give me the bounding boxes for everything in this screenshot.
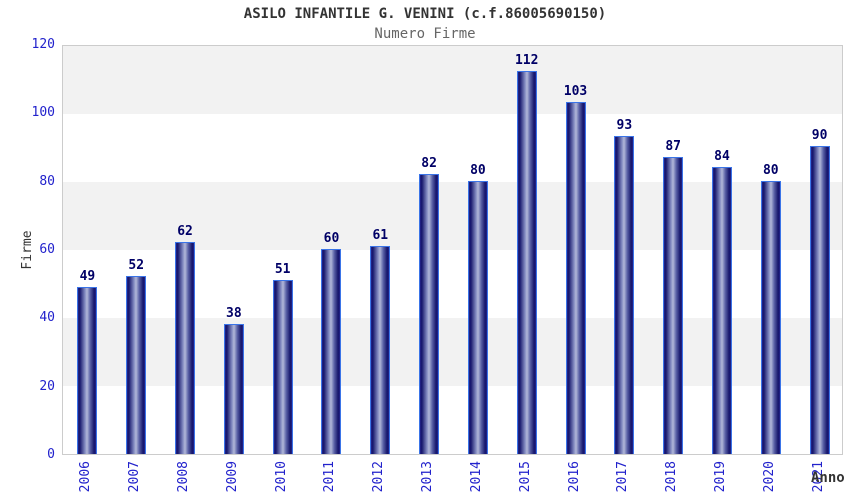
- bar-2007: [126, 276, 147, 454]
- y-tick-label: 120: [31, 37, 55, 52]
- y-tick-label: 80: [39, 173, 55, 189]
- bar-2017: [614, 136, 635, 454]
- x-tick-label: 2016: [566, 461, 582, 493]
- plot-area: 49 52 62 38 51 60 61 82 80 112 103 93 87 84 80 90: [62, 45, 843, 455]
- x-tick-label: 2018: [664, 461, 680, 493]
- bar-2013: [419, 174, 440, 454]
- bar-2011: [321, 249, 342, 454]
- x-tick-label: 2014: [468, 461, 484, 493]
- bar-2009: [223, 324, 244, 454]
- bar-value-label: 62: [177, 224, 193, 239]
- x-tick-label: 2017: [615, 461, 631, 493]
- bar-value-label: 93: [616, 118, 633, 133]
- bar-value-label: 87: [665, 139, 681, 154]
- bar-value-label: 103: [563, 84, 588, 99]
- y-tick-label: 60: [39, 242, 55, 257]
- x-tick-label: 2008: [176, 461, 192, 493]
- bar-value-label: 84: [714, 149, 730, 164]
- bar-2016: [565, 102, 586, 454]
- bar-2008: [175, 242, 196, 454]
- bar-value-label: 112: [514, 53, 539, 68]
- bar-2010: [272, 280, 293, 454]
- x-axis-title: Anno: [811, 470, 845, 486]
- bar-2020: [760, 181, 781, 454]
- chart-subtitle: Numero Firme: [374, 26, 476, 42]
- x-tick-label: 2019: [712, 461, 728, 493]
- y-tick-label: 20: [39, 378, 55, 394]
- x-tick-label: 2006: [78, 461, 94, 493]
- y-tick-label: 0: [47, 447, 55, 462]
- x-tick-label: 2012: [371, 461, 387, 493]
- bar-value-label: 90: [811, 128, 828, 143]
- y-tick-label: 100: [31, 105, 55, 121]
- bar-2019: [711, 167, 732, 454]
- x-tick-label: 2013: [420, 461, 436, 493]
- x-tick-label: 2007: [127, 461, 143, 493]
- x-tick-label: 2020: [761, 461, 777, 493]
- bar-value-label: 80: [470, 163, 486, 178]
- bar-value-label: 80: [762, 163, 779, 178]
- bar-2012: [370, 246, 391, 454]
- bar-2021: [809, 146, 830, 454]
- bar-value-label: 82: [421, 156, 437, 171]
- bar-value-label: 49: [79, 269, 96, 284]
- chart-title: ASILO INFANTILE G. VENINI (c.f.860056901…: [243, 6, 607, 22]
- bar-value-label: 38: [226, 306, 242, 321]
- bar-2006: [77, 287, 98, 454]
- bar-value-label: 60: [323, 231, 340, 246]
- x-tick-label: 2015: [517, 461, 533, 493]
- bar-value-label: 51: [274, 262, 291, 277]
- bar-value-label: 61: [372, 228, 389, 243]
- bar-2014: [467, 181, 488, 454]
- bar-2015: [516, 71, 537, 454]
- y-tick-label: 40: [39, 310, 55, 326]
- x-tick-label: 2011: [322, 461, 338, 493]
- bar-2018: [663, 157, 684, 454]
- bar-value-label: 52: [128, 258, 145, 273]
- x-tick-label: 2010: [273, 461, 289, 493]
- x-tick-label: 2009: [224, 461, 240, 493]
